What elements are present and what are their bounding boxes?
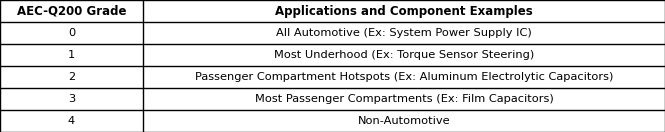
- Text: Passenger Compartment Hotspots (Ex: Aluminum Electrolytic Capacitors): Passenger Compartment Hotspots (Ex: Alum…: [195, 72, 613, 82]
- Text: Non-Automotive: Non-Automotive: [358, 116, 450, 126]
- Text: Most Passenger Compartments (Ex: Film Capacitors): Most Passenger Compartments (Ex: Film Ca…: [255, 94, 553, 104]
- Text: 0: 0: [68, 28, 75, 38]
- Text: All Automotive (Ex: System Power Supply IC): All Automotive (Ex: System Power Supply …: [276, 28, 532, 38]
- Text: AEC-Q200 Grade: AEC-Q200 Grade: [17, 4, 126, 18]
- Text: Most Underhood (Ex: Torque Sensor Steering): Most Underhood (Ex: Torque Sensor Steeri…: [274, 50, 534, 60]
- Text: 3: 3: [68, 94, 75, 104]
- Text: Applications and Component Examples: Applications and Component Examples: [275, 4, 533, 18]
- Text: 2: 2: [68, 72, 75, 82]
- Text: 4: 4: [68, 116, 75, 126]
- Text: 1: 1: [68, 50, 75, 60]
